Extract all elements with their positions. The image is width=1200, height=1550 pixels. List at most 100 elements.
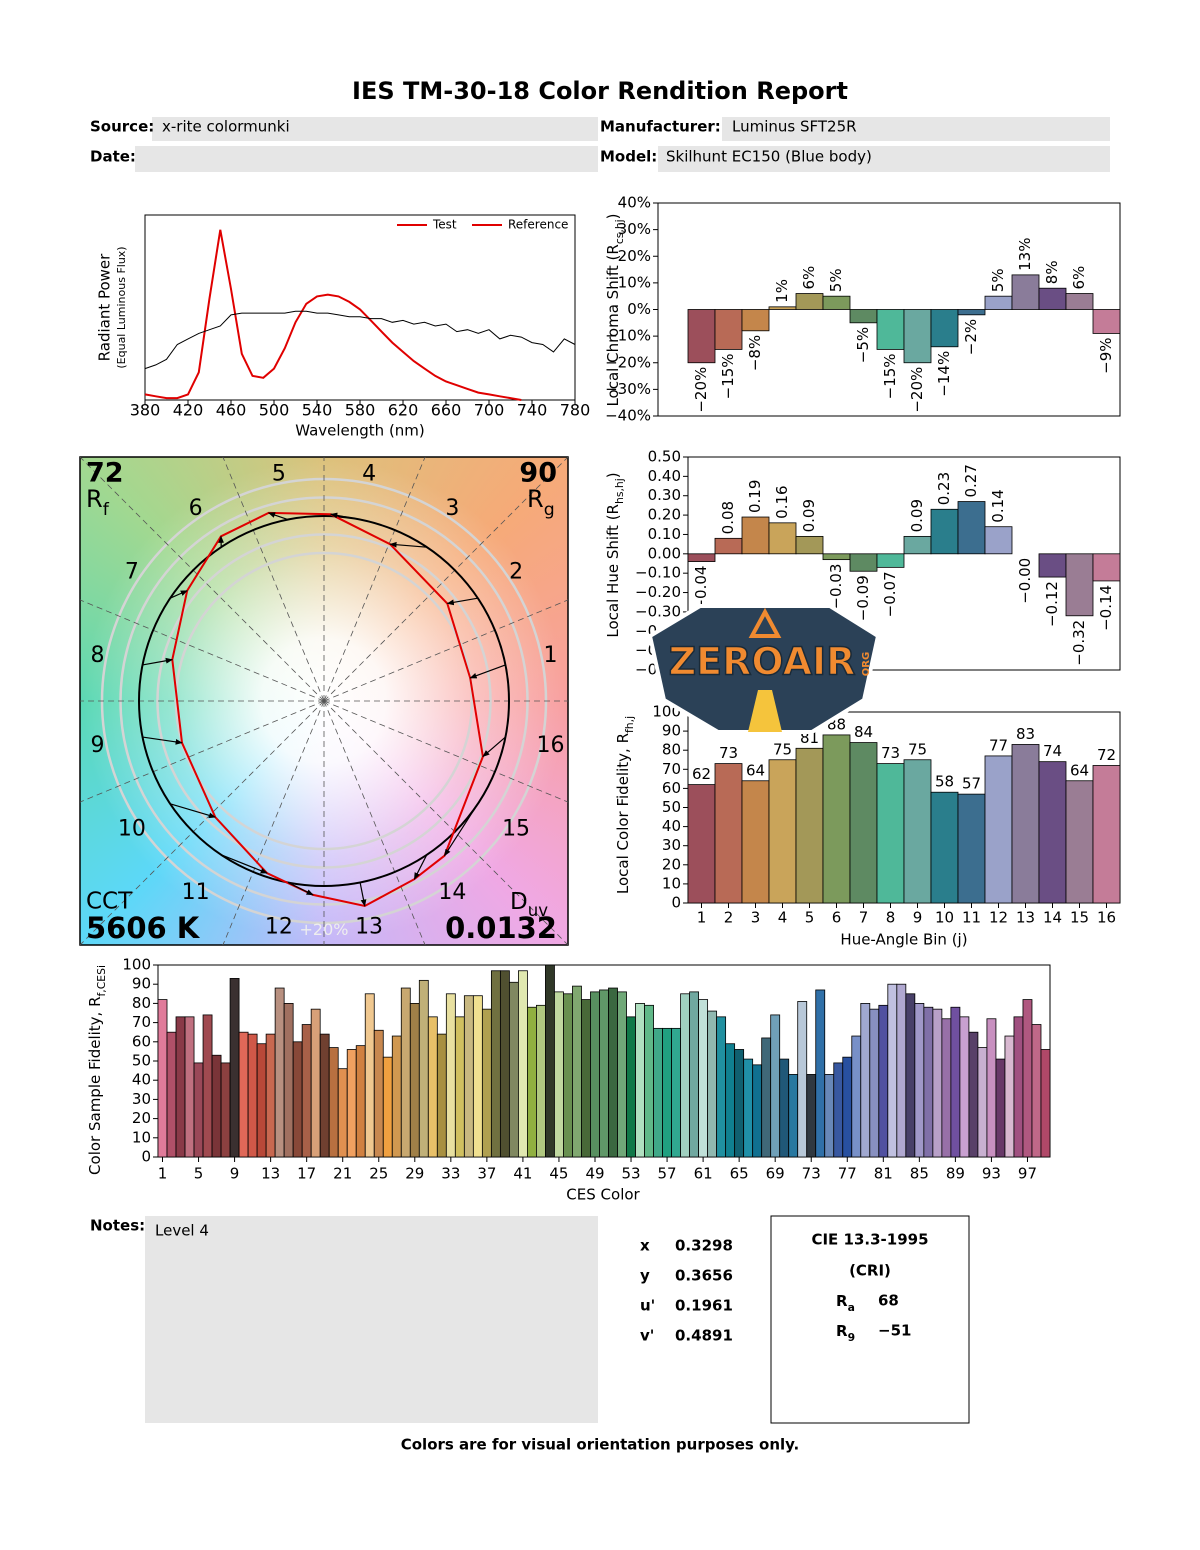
chromaticity-value: 0.3656 <box>675 1267 733 1285</box>
chromaticity-value: 0.1961 <box>675 1297 733 1315</box>
bar <box>876 309 905 350</box>
x-tick-label: 37 <box>477 1165 496 1183</box>
bar <box>995 1058 1006 1158</box>
bin-boundary <box>323 700 568 945</box>
bar <box>833 1062 844 1158</box>
y-tick-label: 20 <box>662 855 681 873</box>
bar <box>445 993 456 1158</box>
x-tick-label: 41 <box>513 1165 532 1183</box>
bar <box>707 1010 718 1158</box>
bar <box>734 1049 745 1158</box>
value-label: 77 <box>989 736 1008 754</box>
value-label: 0.19 <box>746 480 764 513</box>
x-tick-label: 81 <box>874 1165 893 1183</box>
value-label: 57 <box>962 775 981 793</box>
bar <box>427 1016 438 1158</box>
cri-title: CIE 13.3-1995 <box>811 1231 928 1249</box>
bar <box>1022 999 1033 1158</box>
shift-arrow <box>443 803 479 857</box>
bar <box>914 1003 925 1158</box>
y-axis-label: Local Chroma Shift (Rcs,hj) <box>604 213 626 406</box>
x-tick-label: 89 <box>946 1165 965 1183</box>
bar <box>436 1033 447 1158</box>
field-value: Luminus SFT25R <box>732 118 857 136</box>
y-axis-label-part: Local Hue Shift (R <box>604 504 622 638</box>
y-tick-label: 30 <box>132 1090 151 1108</box>
x-tick-label: 45 <box>549 1165 568 1183</box>
y-tick-label: 40 <box>132 1071 151 1089</box>
spectrum-line <box>144 229 522 401</box>
x-tick-label: 740 <box>517 401 548 420</box>
field-box <box>152 117 598 141</box>
bin-label: 13 <box>355 915 383 940</box>
bar <box>1013 1016 1024 1158</box>
rf-label-part: R <box>86 485 103 513</box>
bar <box>932 1008 943 1158</box>
bar <box>653 1027 663 1158</box>
y-tick-label: 60 <box>662 779 681 797</box>
bar <box>849 309 878 324</box>
bin-boundary <box>80 457 325 702</box>
bin-boundary <box>222 457 325 702</box>
bar <box>400 987 411 1158</box>
duv-label-part: uv <box>528 901 548 920</box>
x-tick-label: 4 <box>778 909 788 927</box>
x-tick-label: 5 <box>194 1165 204 1183</box>
y-tick-label: 0.50 <box>648 448 681 466</box>
value-label: −0.00 <box>1016 558 1034 604</box>
rf-label-part: f <box>103 500 110 520</box>
value-label: 6% <box>800 266 818 290</box>
bin-boundary <box>323 457 568 702</box>
value-label: −15% <box>881 353 899 399</box>
bin-label: 14 <box>438 880 466 905</box>
x-tick-label: 540 <box>302 401 333 420</box>
bin-boundary <box>80 599 325 702</box>
bar <box>689 991 700 1158</box>
field-value: Skilhunt EC150 (Blue body) <box>666 148 872 166</box>
bar <box>887 983 898 1158</box>
bar <box>716 1016 727 1158</box>
bar <box>382 1056 393 1158</box>
notes-text: Level 4 <box>155 1222 209 1240</box>
x-tick-label: 16 <box>1097 909 1116 927</box>
bar <box>768 759 797 904</box>
bar <box>247 1033 258 1158</box>
bar <box>788 1074 799 1158</box>
y-axis-label: Local Hue Shift (Rhs,hj) <box>604 472 626 637</box>
bar <box>849 553 878 572</box>
bin-label: 2 <box>509 560 523 585</box>
cri-value: −51 <box>878 1322 911 1340</box>
x-tick-label: 93 <box>982 1165 1001 1183</box>
notes-label: Notes: <box>90 1217 145 1235</box>
y-axis-label-part: ) <box>604 472 622 478</box>
reference-circle <box>138 515 510 887</box>
chromaticity-label: y <box>640 1267 650 1285</box>
bin-label: 6 <box>189 496 203 521</box>
rf-label: Rf <box>86 485 110 520</box>
bar <box>941 1018 952 1158</box>
bar <box>617 991 627 1158</box>
y-tick-label: 0 <box>671 894 681 912</box>
y-tick-label: 50 <box>132 1052 151 1070</box>
y-tick-label: 60 <box>132 1032 151 1050</box>
value-label: −0.03 <box>827 564 845 610</box>
bar <box>454 1016 465 1158</box>
bar <box>599 989 609 1158</box>
y-tick-label: 70 <box>132 1013 151 1031</box>
x-tick-label: 620 <box>388 401 419 420</box>
bar <box>768 522 797 555</box>
bar <box>923 1006 934 1158</box>
y-axis-note: (Equal Luminous Flux) <box>115 246 128 368</box>
x-tick-label: 65 <box>730 1165 749 1183</box>
value-label: 0.14 <box>989 489 1007 522</box>
value-label: −0.14 <box>1097 585 1115 631</box>
scale-circle <box>156 533 492 869</box>
bar <box>373 1029 384 1158</box>
value-label: 73 <box>881 744 900 762</box>
y-axis-label-part: Color Sample Fidelity, R <box>86 997 104 1175</box>
value-label: −8% <box>746 335 764 371</box>
bar <box>1004 1035 1015 1158</box>
y-tick-label: 50 <box>662 798 681 816</box>
footer-note: Colors are for visual orientation purpos… <box>401 1436 800 1454</box>
field-label: Model: <box>600 148 657 166</box>
